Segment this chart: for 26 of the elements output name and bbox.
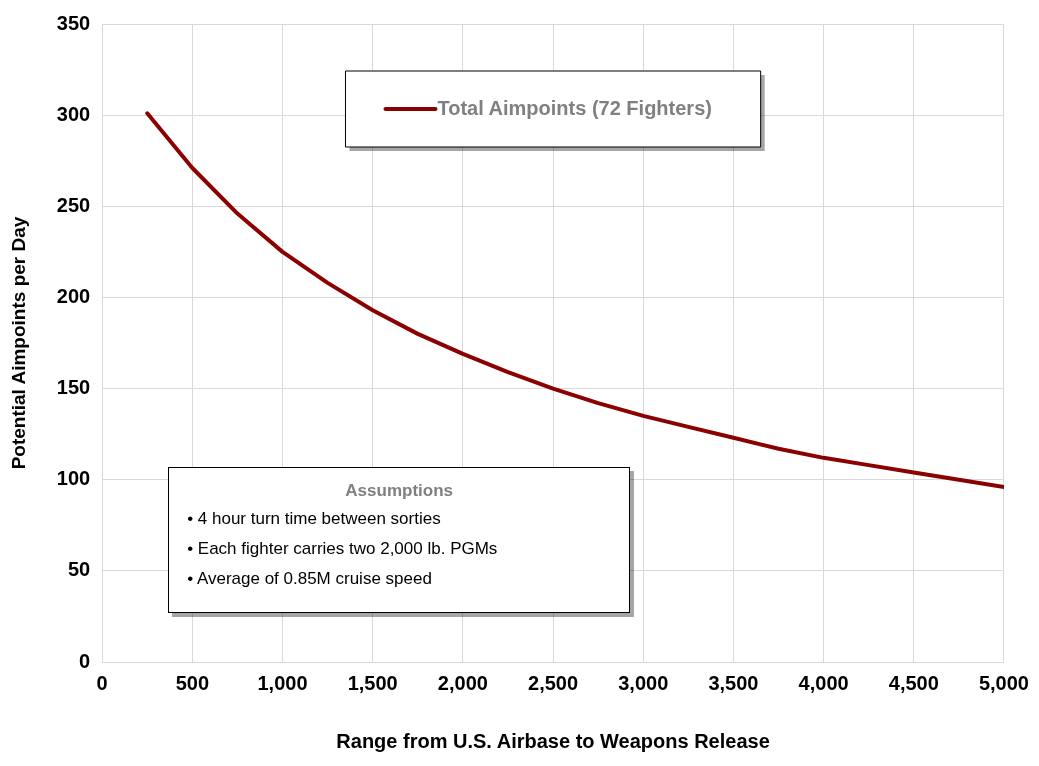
y-tick-label: 350 <box>56 11 91 34</box>
x-tick-label: 0 <box>96 671 108 694</box>
annotation: • 4 hour turn time between sorties <box>187 509 442 529</box>
x-tick-label: 2,000 <box>437 671 488 694</box>
y-tick-label: 150 <box>56 376 91 399</box>
x-tick-label: 4,000 <box>798 671 849 694</box>
annotation: • Average of 0.85M cruise speed <box>187 569 433 589</box>
x-tick-label: 3,000 <box>618 671 669 694</box>
x-axis-title: Range from U.S. Airbase to Weapons Release <box>336 729 770 752</box>
y-tick-label: 100 <box>56 467 91 490</box>
x-tick-label: 1,500 <box>347 671 398 694</box>
x-tick-label: 5,000 <box>978 671 1030 694</box>
x-tick-label: 4,500 <box>888 671 939 694</box>
x-tick-label: 500 <box>175 671 210 694</box>
y-tick-label: 0 <box>79 649 91 672</box>
y-tick-label: 300 <box>56 102 91 125</box>
y-axis-title: Potential Aimpoints per Day <box>7 216 29 470</box>
y-tick-label: 250 <box>56 193 91 216</box>
annotation: • Each fighter carries two 2,000 lb. PGMs <box>187 539 499 559</box>
x-tick-label: 2,500 <box>528 671 579 694</box>
y-tick-label: 200 <box>56 284 91 307</box>
x-tick-label: 1,000 <box>257 671 308 694</box>
annotation: Assumptions <box>344 481 454 501</box>
legend-label: Total Aimpoints (72 Fighters) <box>437 96 712 119</box>
y-tick-label: 50 <box>67 558 91 581</box>
x-tick-label: 3,500 <box>708 671 759 694</box>
